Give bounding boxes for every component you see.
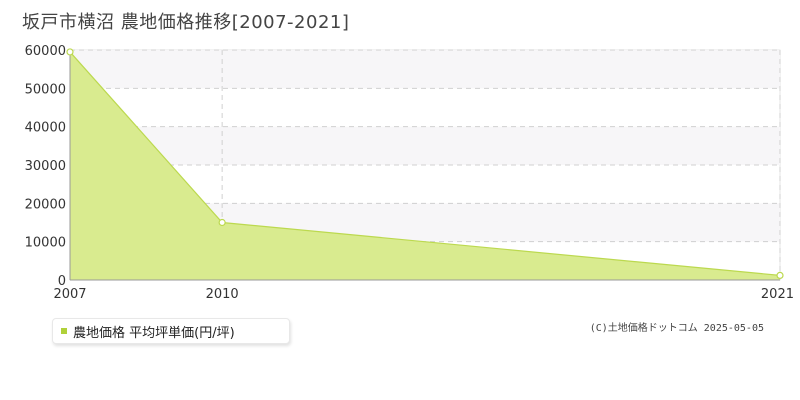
credit-text: (C)土地価格ドットコム 2025-05-05 <box>589 323 764 334</box>
legend-swatch <box>61 328 67 334</box>
y-tick-label: 30000 <box>25 159 66 174</box>
y-tick-label: 50000 <box>25 82 66 97</box>
plot-band <box>70 50 780 89</box>
chart-title: 坂戸市横沼 農地価格推移[2007-2021] <box>22 12 350 33</box>
plot-band <box>70 126 780 165</box>
legend: 農地価格 平均坪単価(円/坪) <box>52 318 290 344</box>
legend-label: 農地価格 平均坪単価(円/坪) <box>73 325 235 341</box>
data-point <box>776 271 784 279</box>
y-tick-label: 0 <box>58 274 66 289</box>
x-tick-label: 2007 <box>53 287 86 302</box>
data-point <box>218 218 226 227</box>
y-tick-label: 20000 <box>25 197 66 212</box>
x-tick-label: 2010 <box>206 287 239 302</box>
y-tick-label: 40000 <box>25 121 66 136</box>
data-point <box>66 48 74 56</box>
y-tick-label: 60000 <box>25 44 66 59</box>
series-area <box>70 51 780 280</box>
x-tick-label: 2021 <box>761 287 794 302</box>
y-tick-label: 10000 <box>25 236 66 251</box>
